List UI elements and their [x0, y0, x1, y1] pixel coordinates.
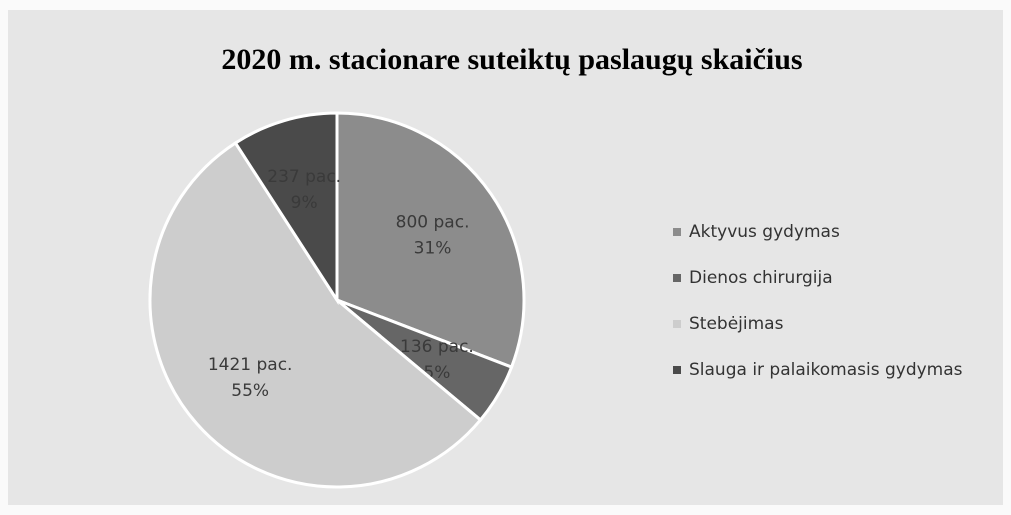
legend-swatch — [673, 274, 681, 282]
legend-swatch — [673, 228, 681, 236]
slice-value-label: 237 pac. — [267, 167, 341, 187]
pie-slice — [233, 111, 339, 306]
slice-percent-label: 9% — [291, 193, 318, 213]
slice-value-label: 800 pac. — [396, 212, 470, 232]
slice-value-label: 136 pac. — [400, 337, 474, 357]
legend-label: Aktyvus gydymas — [689, 222, 840, 242]
pie-slice — [148, 140, 483, 489]
chart-title: 2020 m. stacionare suteiktų paslaugų ska… — [221, 43, 802, 76]
legend-label: Stebėjimas — [689, 314, 784, 334]
legend-swatch — [673, 320, 681, 328]
legend-label: Dienos chirurgija — [689, 268, 833, 288]
pie-slice — [335, 111, 526, 370]
legend-swatch — [673, 366, 681, 374]
legend-label: Slauga ir palaikomasis gydymas — [689, 360, 963, 380]
slice-percent-label: 31% — [414, 238, 452, 258]
slice-value-label: 1421 pac. — [208, 355, 293, 375]
slice-percent-label: 55% — [231, 381, 269, 401]
